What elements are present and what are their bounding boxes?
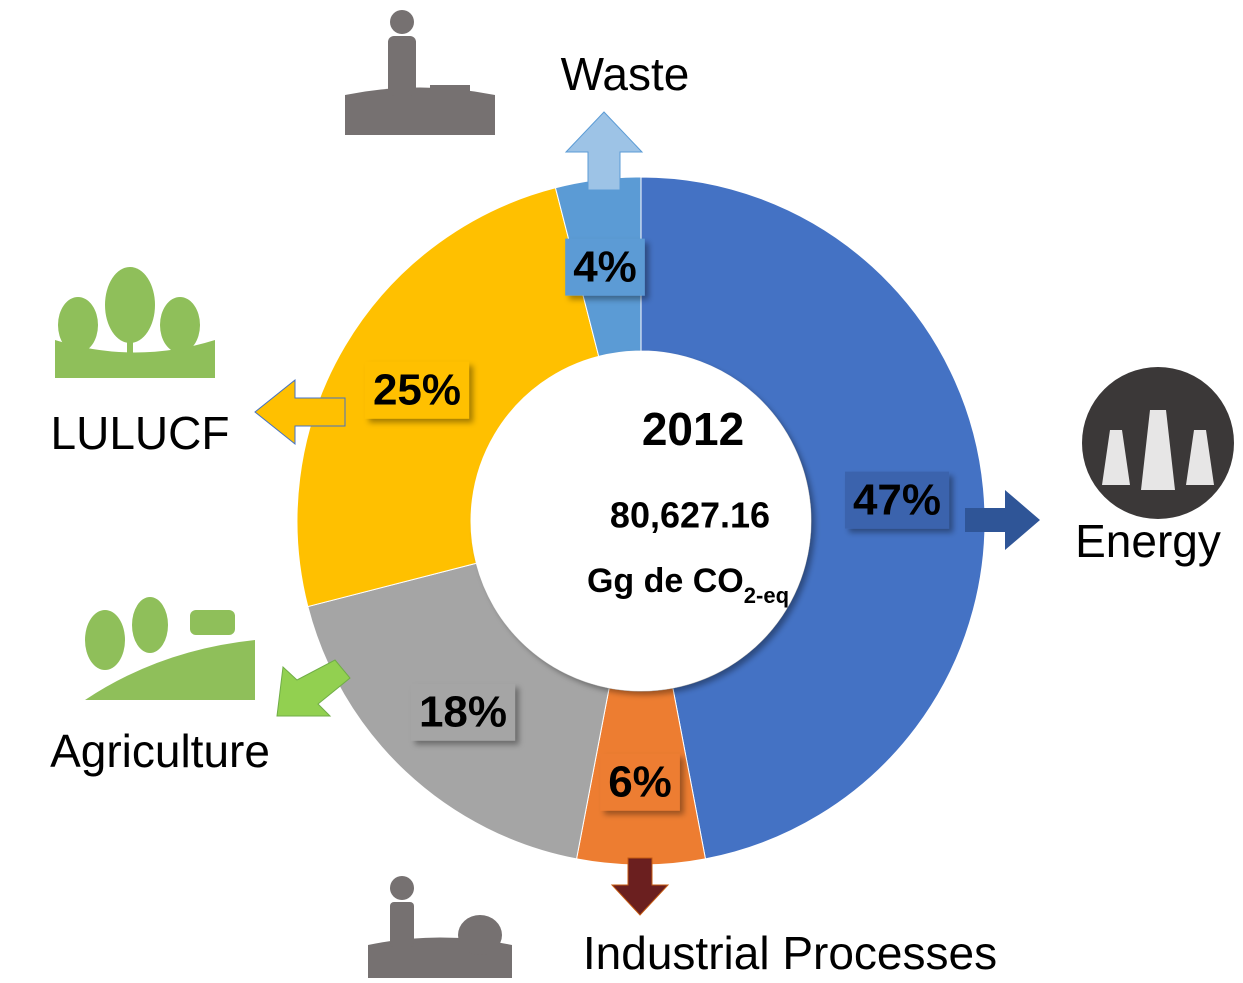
agriculture-icon	[85, 597, 255, 700]
industrial-icon	[368, 876, 512, 978]
lulucf-icon	[55, 267, 215, 378]
industrial-arrow	[610, 857, 670, 916]
category-label: Industrial Processes	[583, 927, 997, 979]
value-label: 47%	[853, 476, 941, 525]
agriculture-arrow	[276, 659, 351, 717]
center-title: 2012	[642, 403, 744, 455]
category-label: Agriculture	[50, 725, 270, 777]
energy-icon	[1082, 367, 1234, 519]
energy-arrow	[965, 490, 1040, 550]
value-label: 4%	[573, 243, 637, 292]
value-label-box	[364, 361, 470, 419]
value-label-box	[410, 683, 516, 741]
waste-icon	[345, 10, 495, 135]
value-label-box	[844, 471, 950, 529]
value-label: 25%	[373, 366, 461, 415]
center-unit-text: Gg de CO	[587, 562, 744, 600]
category-label: Waste	[561, 48, 690, 100]
value-label-box	[565, 238, 645, 296]
value-label-box	[600, 753, 680, 811]
category-label: LULUCF	[51, 407, 230, 459]
value-label: 6%	[608, 758, 672, 807]
lulucf-arrow	[254, 378, 346, 446]
center-value: 80,627.16	[610, 495, 770, 536]
center-unit-subscript: 2-eq	[744, 583, 789, 608]
waste-arrow	[564, 111, 644, 191]
donut-hole	[471, 351, 811, 691]
center-unit: Gg de CO2-eq	[587, 562, 789, 608]
category-label: Energy	[1075, 515, 1221, 567]
value-label: 18%	[419, 688, 507, 737]
